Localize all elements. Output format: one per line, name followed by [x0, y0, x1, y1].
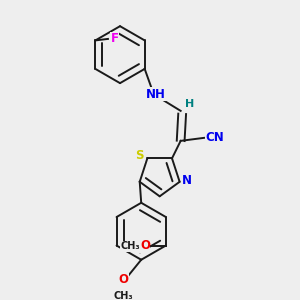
Text: CN: CN — [206, 131, 224, 144]
Text: F: F — [111, 32, 119, 45]
Text: CH₃: CH₃ — [113, 291, 133, 300]
Text: O: O — [119, 273, 129, 286]
Text: NH: NH — [146, 88, 166, 101]
Text: CH₃: CH₃ — [120, 242, 140, 251]
Text: O: O — [140, 239, 150, 252]
Text: N: N — [182, 174, 192, 187]
Text: S: S — [136, 149, 144, 162]
Text: H: H — [185, 99, 194, 109]
